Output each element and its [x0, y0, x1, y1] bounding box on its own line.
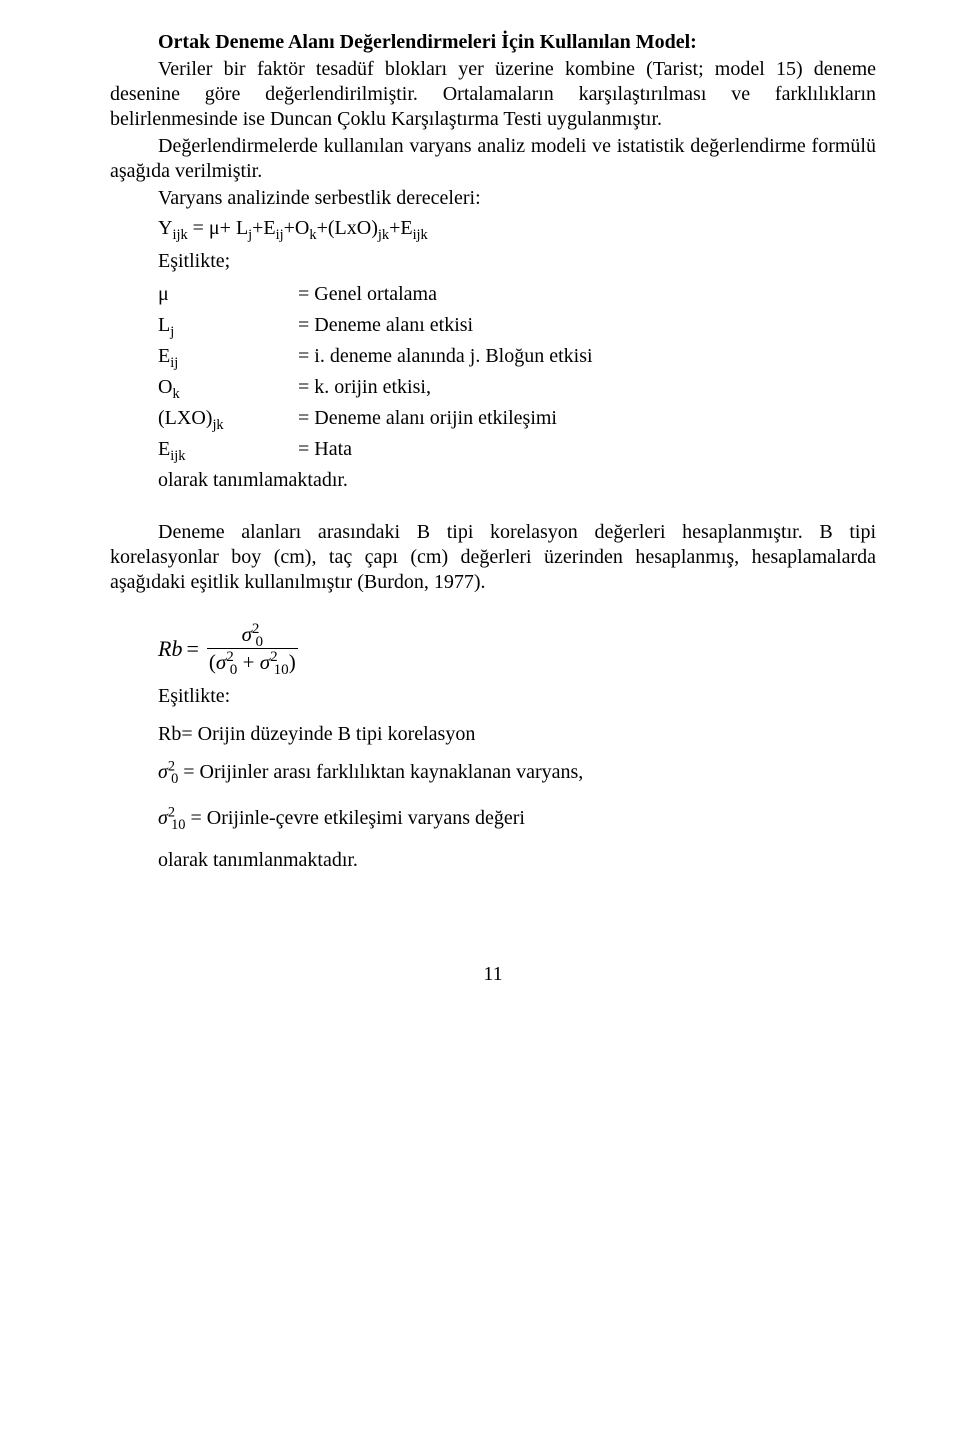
paragraph-3-text: Varyans analizinde serbestlik dereceleri…: [158, 187, 481, 209]
definition-symbol: Eijk: [158, 434, 298, 465]
rb-def-text: Rb= Orijin düzeyinde B tipi korelasyon: [158, 723, 475, 745]
rp: ): [289, 650, 296, 674]
eq-y-sub: ijk: [172, 227, 187, 243]
sigma10-sub: 10: [171, 817, 185, 833]
page-number-text: 11: [483, 963, 502, 985]
fraction-denominator: (σ20 + σ210): [207, 649, 298, 674]
sigma0-def-line: σ20 = Orijinler arası farklılıktan kayna…: [158, 756, 876, 788]
fraction: σ20 (σ20 + σ210): [207, 623, 298, 674]
definition-row: Eij= i. deneme alanında j. Bloğun etkisi: [158, 341, 876, 372]
definition-symbol: Lj: [158, 310, 298, 341]
section-heading: Ortak Deneme Alanı Değerlendirmeleri İçi…: [110, 30, 876, 55]
definition-value: = Deneme alanı etkisi: [298, 310, 876, 341]
tail2-text: olarak tanımlanmaktadır.: [158, 849, 358, 871]
definition-symbol-base: (LXO): [158, 407, 212, 429]
sigma10-def-text: = Orijinle-çevre etkileşimi varyans değe…: [185, 807, 524, 829]
rb-def-line: Rb= Orijin düzeyinde B tipi korelasyon: [158, 718, 876, 750]
sigma10-symbol: σ: [158, 807, 168, 829]
definition-symbol-sub: ij: [170, 355, 178, 371]
fraction-numerator: σ20: [207, 623, 298, 649]
equals-sign: =: [182, 635, 202, 663]
sigma-d2-sub: 10: [274, 662, 289, 678]
definition-symbol-base: L: [158, 314, 170, 336]
paragraph-1-text: Veriler bir faktör tesadüf blokları yer …: [110, 58, 876, 130]
eq-part3: +O: [284, 217, 310, 239]
definition-value: = Deneme alanı orijin etkileşimi: [298, 403, 876, 434]
tail2-line: olarak tanımlanmaktadır.: [158, 844, 876, 876]
esitlikte2-text: Eşitlikte:: [158, 685, 230, 707]
definition-symbol-base: O: [158, 376, 172, 398]
definition-row: Eijk= Hata: [158, 434, 876, 465]
definition-symbol-sub: j: [170, 324, 174, 340]
definition-value: = Genel ortalama: [298, 279, 876, 310]
definition-symbol: Ok: [158, 372, 298, 403]
definition-symbol-sub: jk: [212, 417, 223, 433]
eq-part2-sub: ij: [276, 227, 284, 243]
definition-value: = i. deneme alanında j. Bloğun etkisi: [298, 341, 876, 372]
sigma10-def-line: σ210 = Orijinle-çevre etkileşimi varyans…: [158, 802, 876, 834]
symbol-definitions: μ= Genel ortalamaLj= Deneme alanı etkisi…: [158, 279, 876, 465]
rb-equation: Rb = σ20 (σ20 + σ210): [158, 623, 876, 674]
definition-value: = Hata: [298, 434, 876, 465]
definition-value: = k. orijin etkisi,: [298, 372, 876, 403]
rb-definitions: Eşitlikte: Rb= Orijin düzeyinde B tipi k…: [158, 680, 876, 876]
definition-symbol: μ: [158, 279, 298, 310]
eq-part3-sub: k: [309, 227, 316, 243]
rb-symbol: Rb: [158, 635, 182, 663]
spacer: [110, 498, 876, 520]
definition-symbol-base: E: [158, 438, 170, 460]
definition-tail-text: olarak tanımlamaktadır.: [158, 469, 348, 491]
paragraph-1: Veriler bir faktör tesadüf blokları yer …: [110, 57, 876, 132]
definition-tail: olarak tanımlamaktadır.: [158, 465, 876, 496]
sigma-num: σ: [242, 622, 252, 646]
eq-y: Y: [158, 217, 172, 239]
paragraph-2: Değerlendirmelerde kullanılan varyans an…: [110, 134, 876, 184]
definition-row: Ok= k. orijin etkisi,: [158, 372, 876, 403]
equation-where-label: Eşitlikte;: [158, 246, 876, 277]
definition-symbol-sub: k: [172, 386, 179, 402]
definition-symbol-sub: ijk: [170, 448, 185, 464]
plus: +: [237, 650, 259, 674]
paragraph-2-text: Değerlendirmelerde kullanılan varyans an…: [110, 135, 876, 182]
sigma-d2: σ: [260, 650, 270, 674]
definition-symbol-base: μ: [158, 283, 169, 305]
esitlikte-text: Eşitlikte;: [158, 250, 230, 272]
page-number: 11: [110, 962, 876, 987]
eq-part1: = μ+ L: [188, 217, 249, 239]
definition-row: Lj= Deneme alanı etkisi: [158, 310, 876, 341]
paragraph-3: Varyans analizinde serbestlik dereceleri…: [110, 186, 876, 211]
eq-part5: +E: [389, 217, 413, 239]
eq-part5-sub: ijk: [413, 227, 428, 243]
model-equation: Yijk = μ+ Lj+Eij+Ok+(LxO)jk+Eijk: [158, 213, 876, 244]
eq-part4-sub: jk: [378, 227, 389, 243]
heading-text: Ortak Deneme Alanı Değerlendirmeleri İçi…: [158, 31, 697, 53]
definition-symbol: Eij: [158, 341, 298, 372]
definition-row: (LXO)jk= Deneme alanı orijin etkileşimi: [158, 403, 876, 434]
sigma-num-sub: 0: [255, 634, 263, 650]
esitlikte2: Eşitlikte:: [158, 680, 876, 712]
eq-part2: +E: [252, 217, 276, 239]
sigma0-def-text: = Orijinler arası farklılıktan kaynaklan…: [178, 761, 583, 783]
sigma-d1: σ: [216, 650, 226, 674]
paragraph-4-text: Deneme alanları arasındaki B tipi korela…: [110, 521, 876, 593]
definition-symbol-base: E: [158, 345, 170, 367]
sigma0-symbol: σ: [158, 761, 168, 783]
lp: (: [209, 650, 216, 674]
definition-symbol: (LXO)jk: [158, 403, 298, 434]
paragraph-4: Deneme alanları arasındaki B tipi korela…: [110, 520, 876, 595]
eq-part4: +(LxO): [317, 217, 378, 239]
definition-row: μ = Genel ortalama: [158, 279, 876, 310]
